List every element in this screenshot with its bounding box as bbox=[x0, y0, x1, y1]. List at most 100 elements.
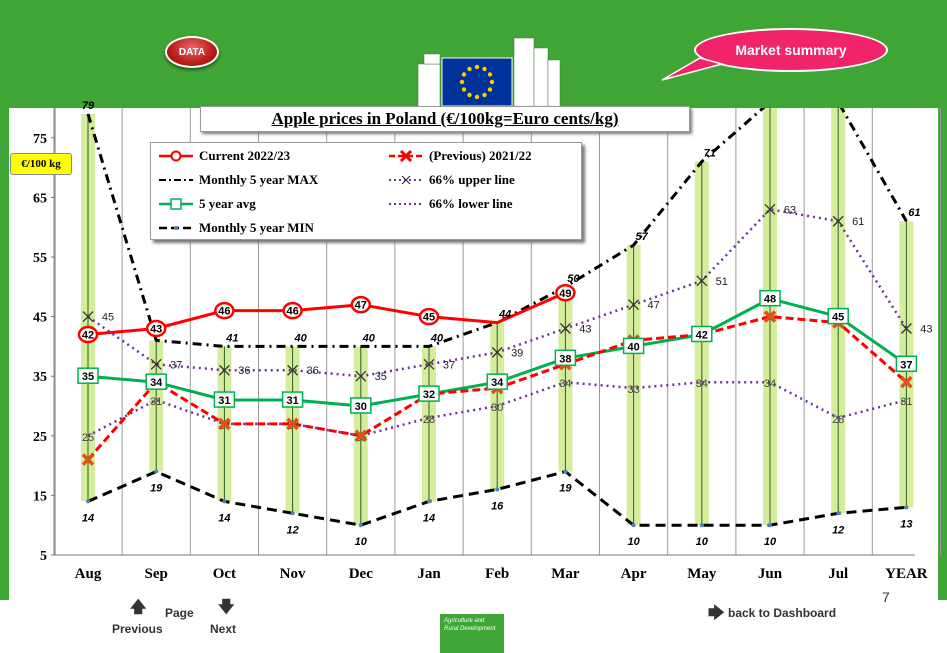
eu-star-icon bbox=[487, 72, 493, 77]
market-summary-button[interactable]: Market summary bbox=[694, 28, 888, 72]
x-tick-label: Oct bbox=[213, 566, 236, 582]
y-tick-label: 25 bbox=[33, 430, 47, 445]
y-tick-label: 15 bbox=[33, 489, 47, 504]
next-link[interactable]: Next bbox=[210, 622, 237, 636]
eu-star-icon bbox=[467, 66, 472, 72]
x-tick-label: Feb bbox=[485, 566, 509, 582]
x-tick-label: Aug bbox=[75, 566, 102, 582]
avg-marker bbox=[145, 373, 167, 390]
y-tick-label: 55 bbox=[33, 251, 47, 266]
avg-label: 31 bbox=[218, 395, 230, 407]
series-current-line bbox=[87, 291, 567, 336]
min-marker bbox=[904, 505, 909, 510]
legend-upper: 66% upper line bbox=[387, 171, 515, 189]
lower-label: 33 bbox=[627, 384, 639, 396]
x-tick-label: YEAR bbox=[885, 566, 928, 582]
max-label: 79 bbox=[82, 100, 95, 112]
avg-marker bbox=[77, 367, 99, 384]
current-label: 42 bbox=[82, 329, 94, 341]
avg-marker bbox=[827, 307, 849, 325]
upper-label: 63 bbox=[784, 204, 796, 216]
page-number: 7 bbox=[882, 589, 890, 605]
eu-star-icon bbox=[482, 66, 487, 72]
upper-label: 51 bbox=[716, 276, 728, 288]
legend-min: Monthly 5 year MIN bbox=[157, 219, 314, 237]
back-to-dashboard-link[interactable]: back to Dashboard bbox=[728, 606, 837, 620]
min-marker bbox=[427, 499, 431, 504]
min-label: 10 bbox=[355, 536, 368, 548]
left-border bbox=[0, 0, 9, 600]
current-marker bbox=[282, 301, 303, 320]
min-label: 19 bbox=[150, 483, 163, 495]
upper-marker bbox=[82, 311, 94, 323]
series-lower-line bbox=[87, 380, 907, 438]
previous-marker bbox=[354, 429, 368, 443]
current-label: 45 bbox=[423, 312, 435, 324]
avg-marker bbox=[622, 337, 645, 355]
eu-star-icon bbox=[459, 79, 465, 85]
upper-label: 43 bbox=[920, 324, 932, 336]
avg-label: 48 bbox=[764, 294, 776, 306]
min-marker bbox=[631, 523, 636, 528]
upper-marker bbox=[832, 215, 844, 227]
min-label: 12 bbox=[286, 524, 298, 536]
chart-title: Apple prices in Poland (€/100kg=Euro cen… bbox=[200, 106, 690, 132]
upper-label: 37 bbox=[170, 359, 182, 371]
current-label: 47 bbox=[355, 300, 367, 312]
data-button[interactable]: DATA bbox=[165, 36, 219, 68]
down-arrow-icon[interactable]: 🡇 bbox=[218, 597, 235, 616]
lower-label: 34 bbox=[696, 378, 708, 390]
eu-star-icon bbox=[461, 72, 467, 77]
chart-legend: Current 2022/23 (Previous) 2021/22 Month… bbox=[150, 142, 582, 240]
min-marker bbox=[222, 499, 227, 504]
max-label: 61 bbox=[908, 207, 920, 219]
upper-label: 43 bbox=[579, 324, 591, 336]
upper-marker bbox=[900, 323, 912, 334]
right-arrow-icon[interactable]: 🡆 bbox=[708, 603, 725, 622]
min-marker bbox=[563, 469, 568, 474]
min-marker bbox=[86, 499, 90, 504]
max-label: 40 bbox=[430, 332, 444, 344]
x-tick-label: Mar bbox=[551, 566, 580, 582]
upper-label: 47 bbox=[647, 300, 659, 312]
previous-marker bbox=[286, 417, 299, 431]
avg-label: 38 bbox=[559, 353, 571, 365]
min-label: 13 bbox=[900, 518, 912, 530]
upper-marker bbox=[491, 346, 503, 358]
x-tick-label: Dec bbox=[349, 566, 373, 582]
current-marker bbox=[214, 301, 235, 320]
upper-marker bbox=[559, 323, 571, 334]
x-tick-label: Nov bbox=[280, 566, 306, 582]
avg-marker bbox=[895, 355, 918, 373]
current-label: 43 bbox=[150, 324, 162, 336]
avg-label: 34 bbox=[491, 377, 504, 389]
upper-marker bbox=[218, 364, 230, 376]
upper-label: 36 bbox=[306, 365, 318, 377]
max-label: 40 bbox=[293, 332, 307, 344]
avg-marker bbox=[281, 391, 304, 408]
dg-agri-label: Agriculture and Rural Development bbox=[440, 614, 504, 653]
legend-previous: (Previous) 2021/22 bbox=[387, 147, 532, 165]
current-marker bbox=[145, 319, 167, 338]
current-marker bbox=[350, 295, 372, 314]
previous-link[interactable]: Previous bbox=[112, 622, 163, 636]
upper-label: 36 bbox=[238, 365, 250, 377]
legend-max: Monthly 5 year MAX bbox=[157, 171, 318, 189]
legend-min-label: Monthly 5 year MIN bbox=[199, 220, 314, 235]
current-label: 49 bbox=[559, 288, 571, 300]
avg-marker bbox=[759, 289, 781, 307]
min-label: 10 bbox=[696, 536, 709, 548]
min-label: 16 bbox=[491, 500, 504, 512]
current-marker bbox=[555, 284, 576, 302]
previous-marker bbox=[81, 453, 95, 466]
y-tick-label: 5 bbox=[40, 549, 47, 564]
x-tick-label: Jun bbox=[758, 566, 783, 582]
previous-marker bbox=[900, 375, 913, 389]
avg-label: 35 bbox=[82, 371, 94, 383]
legend-lower-label: 66% lower line bbox=[429, 196, 513, 211]
max-label: 40 bbox=[362, 332, 376, 344]
upper-marker bbox=[628, 299, 640, 311]
avg-label: 37 bbox=[900, 359, 912, 371]
up-arrow-icon[interactable]: 🡅 bbox=[130, 597, 147, 616]
x-tick-label: Jul bbox=[828, 566, 848, 582]
